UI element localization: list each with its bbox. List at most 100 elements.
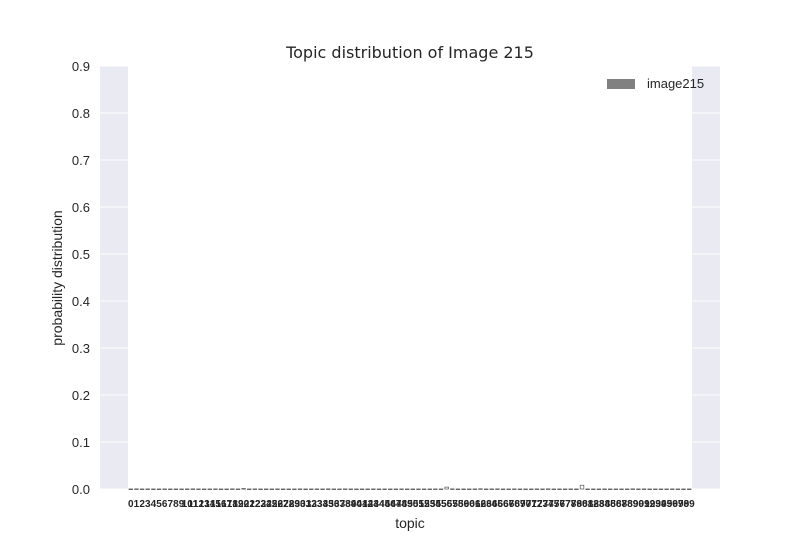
x-tick-label: 80: [576, 499, 588, 510]
bar: [489, 488, 494, 490]
bar: [602, 488, 607, 490]
bar: [280, 488, 286, 490]
x-tick-label: 8: [173, 499, 179, 510]
bar: [196, 488, 201, 490]
bars: [128, 484, 692, 490]
legend: image215: [607, 76, 704, 91]
bar: [472, 488, 478, 490]
bar: [224, 488, 229, 490]
x-tick-label: 38: [340, 499, 352, 510]
x-tick-label: 82: [588, 499, 600, 510]
bar: [687, 488, 692, 490]
x-tick-label: 1: [134, 499, 140, 510]
x-tick-label: 97: [672, 499, 684, 510]
bar: [258, 488, 263, 490]
x-tick-label: 63: [481, 499, 493, 510]
bar: [235, 488, 241, 490]
bar: [506, 488, 511, 490]
bar: [201, 488, 207, 490]
bar: [416, 488, 421, 490]
bar: [247, 488, 252, 490]
bar: [213, 488, 218, 490]
legend-label: image215: [647, 76, 704, 91]
bar: [568, 488, 573, 490]
bar: [134, 488, 139, 490]
bar: [230, 488, 235, 490]
bar: [450, 488, 455, 490]
bar: [438, 488, 444, 490]
bar: [388, 488, 393, 490]
x-tick-label: 77: [560, 499, 572, 510]
bar: [354, 488, 359, 490]
x-tick-label: 91: [638, 499, 650, 510]
bar: [591, 488, 596, 490]
bar: [641, 488, 647, 490]
y-tick-labels: 0.0 0.1 0.2 0.3 0.4 0.5 0.6 0.7 0.8 0.9: [72, 59, 90, 497]
x-tick-label: 55: [435, 499, 447, 510]
x-tick-label: 78: [565, 499, 577, 510]
bar: [410, 488, 415, 490]
bar: [455, 488, 461, 490]
bar: [331, 488, 337, 490]
x-tick-label: 35: [323, 499, 335, 510]
x-tick-label: 60: [464, 499, 476, 510]
bar: [365, 488, 370, 490]
x-tick-label: 43: [368, 499, 380, 510]
x-tick-label: 31: [300, 499, 312, 510]
x-tick-label: 21: [244, 499, 256, 510]
x-tick-label: 53: [424, 499, 436, 510]
x-tick-label: 65: [492, 499, 504, 510]
bar-region-white: [128, 66, 692, 489]
bar: [664, 488, 669, 490]
x-tick-label: 76: [554, 499, 566, 510]
x-tick-label: 73: [537, 499, 549, 510]
bar: [433, 488, 438, 490]
x-tick-label: 15: [210, 499, 222, 510]
bar: [624, 488, 630, 490]
bar: [190, 488, 196, 490]
x-tick-label: 81: [582, 499, 594, 510]
bar: [675, 488, 681, 490]
bar: [421, 488, 427, 490]
x-tick-label: 70: [520, 499, 532, 510]
bar: [207, 488, 212, 490]
x-tick-label: 16: [215, 499, 227, 510]
bar: [670, 488, 675, 490]
bar: [461, 488, 466, 490]
x-tick-label: 61: [469, 499, 481, 510]
x-tick-label: 51: [413, 499, 425, 510]
x-tick-label: 84: [599, 499, 611, 510]
bar: [371, 488, 376, 490]
bar: [168, 488, 173, 490]
x-tick-label: 89: [627, 499, 639, 510]
bar: [303, 488, 308, 490]
x-tick-label: 25: [266, 499, 278, 510]
bar: [286, 488, 291, 490]
bar: [151, 488, 156, 490]
x-tick-label: 94: [655, 499, 667, 510]
bar: [179, 488, 184, 490]
bar: [523, 488, 528, 490]
bar: [534, 488, 540, 490]
x-tick-label: 72: [531, 499, 543, 510]
x-tick-label: 93: [650, 499, 662, 510]
bar: [145, 488, 150, 490]
x-tick-label: 3: [145, 499, 151, 510]
y-tick-label: 0.3: [72, 341, 90, 356]
bar: [596, 488, 602, 490]
x-tick-label: 14: [204, 499, 216, 510]
x-tick-label: 59: [458, 499, 470, 510]
x-tick-label: 49: [402, 499, 414, 510]
x-tick-label: 87: [616, 499, 628, 510]
x-tick-label: 41: [356, 499, 368, 510]
bar: [297, 488, 303, 490]
x-tick-label: 26: [272, 499, 284, 510]
x-tick-label: 45: [379, 499, 391, 510]
x-tick-label: 62: [475, 499, 487, 510]
bar: [348, 488, 353, 490]
x-tick-label: 67: [503, 499, 515, 510]
x-tick-label: 23: [255, 499, 267, 510]
legend-swatch: [607, 79, 635, 89]
y-tick-label: 0.5: [72, 247, 90, 262]
x-tick-label: 66: [497, 499, 509, 510]
